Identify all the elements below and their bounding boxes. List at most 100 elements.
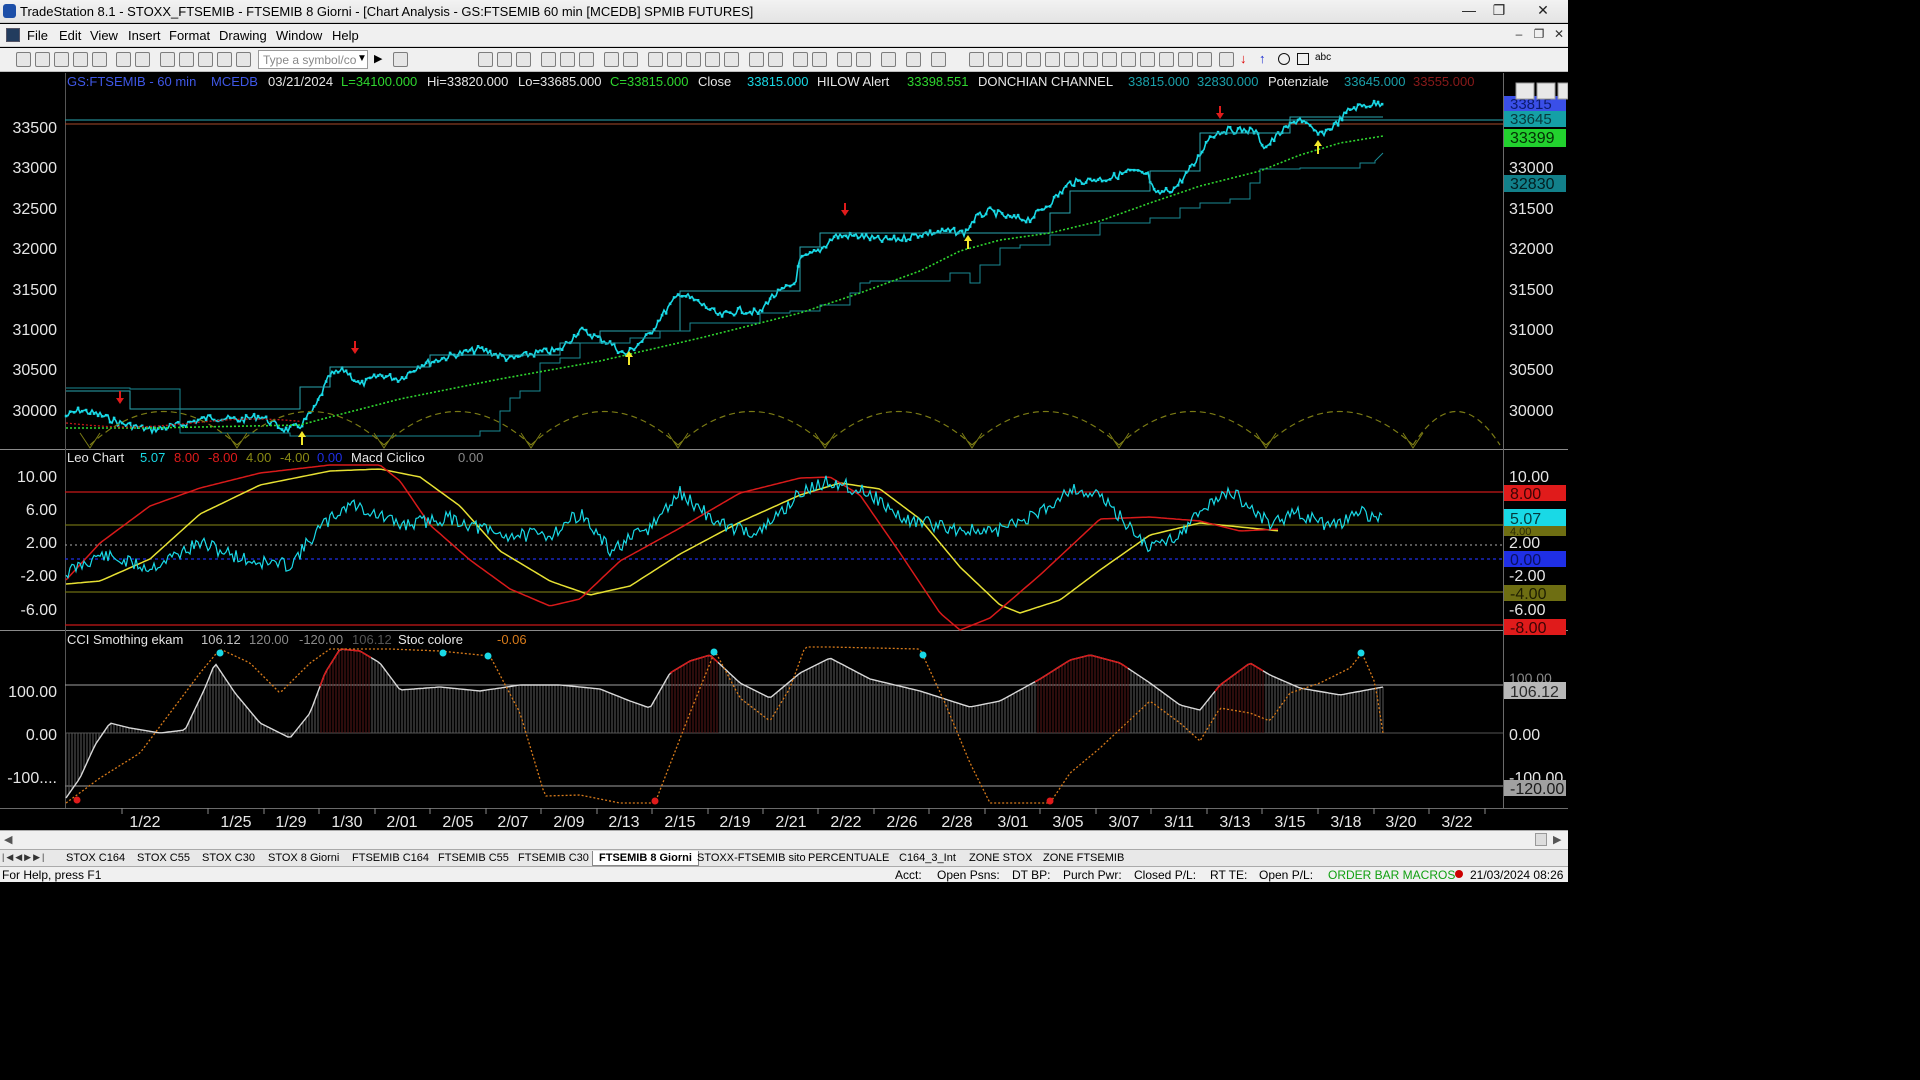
menu-window[interactable]: Window (276, 28, 323, 43)
pointer-icon[interactable] (837, 52, 852, 67)
speed-lines-icon[interactable] (1064, 52, 1079, 67)
tab-workspace[interactable]: STOX 8 Giorni (268, 852, 340, 864)
zoom-in-icon[interactable] (793, 52, 808, 67)
menu-file[interactable]: File (27, 28, 48, 43)
regression-channel-icon[interactable] (1121, 52, 1136, 67)
scroll-right-icon[interactable] (768, 52, 783, 67)
refresh-icon[interactable] (604, 52, 619, 67)
scroll-left-arrow-icon[interactable]: ◀ (4, 834, 13, 846)
print-preview-icon[interactable] (116, 52, 131, 67)
tool-2-icon[interactable] (667, 52, 682, 67)
trendline-icon[interactable] (969, 52, 984, 67)
mdi-restore-button[interactable]: ❐ (1533, 27, 1545, 41)
pencil-icon[interactable] (1197, 52, 1212, 67)
tool-3-icon[interactable] (686, 52, 701, 67)
symbol-dropdown-icon[interactable]: ▼ (357, 53, 367, 64)
vertical-lines-icon[interactable] (988, 52, 1003, 67)
go-arrow-icon[interactable]: ▶ (374, 53, 383, 65)
tab-workspace[interactable]: PERCENTUALE (808, 852, 890, 864)
export-icon[interactable] (906, 52, 921, 67)
tab-workspace[interactable]: STOX C164 (66, 852, 126, 864)
chart-svg[interactable]: GS:FTSEMIB - 60 min MCEDB 03/21/2024 L=3… (0, 73, 1569, 831)
horizontal-scrollbar[interactable]: ◀ ▶ (0, 830, 1568, 849)
pane-minimize-icon[interactable] (1515, 82, 1535, 100)
tab-workspace[interactable]: C164_3_Int (899, 852, 956, 864)
candle-chart-icon[interactable] (579, 52, 594, 67)
radar-icon[interactable] (179, 52, 194, 67)
ellipse-icon[interactable] (1278, 53, 1290, 65)
tab-workspace[interactable]: FTSEMIB C164 (352, 852, 430, 864)
sell-arrow-icon[interactable]: ↓ (1240, 51, 1247, 66)
tab-workspace[interactable]: ZONE STOX (969, 852, 1033, 864)
mdi-minimize-button[interactable]: – (1515, 27, 1523, 41)
symbol-input[interactable]: Type a symbol/co (258, 50, 368, 69)
tab-workspace[interactable]: STOXX-FTSEMIB sito (697, 852, 806, 864)
bar-chart-icon[interactable] (541, 52, 556, 67)
close-price-point (240, 416, 244, 420)
tab-workspace[interactable]: FTSEMIB 8 Giorni (592, 851, 699, 866)
pane-restore-icon[interactable] (1536, 82, 1556, 100)
open-workspace-icon[interactable] (54, 52, 69, 67)
tab-nav-arrows-icon[interactable]: |◀◀▶▶| (2, 852, 47, 862)
print-icon[interactable] (135, 52, 150, 67)
time-zones-icon[interactable] (1102, 52, 1117, 67)
lock-icon[interactable] (198, 52, 213, 67)
curve-icon[interactable] (1219, 52, 1234, 67)
link-icon[interactable] (623, 52, 638, 67)
tab-workspace[interactable]: FTSEMIB C55 (438, 852, 509, 864)
disabled-tool-icon[interactable] (931, 52, 946, 67)
pane-close-icon[interactable] (1557, 82, 1569, 100)
network-icon[interactable] (236, 52, 251, 67)
tool-4-icon[interactable] (705, 52, 720, 67)
horizontal-line-icon[interactable] (1007, 52, 1022, 67)
chart-icon[interactable] (160, 52, 175, 67)
save-icon[interactable] (92, 52, 107, 67)
scroll-right-arrow-icon[interactable]: ▶ (1553, 834, 1562, 846)
tab-workspace[interactable]: ZONE FTSEMIB (1043, 852, 1125, 864)
new-icon[interactable] (16, 52, 31, 67)
buy-arrow-icon[interactable]: ↑ (1259, 51, 1266, 66)
rectangle-icon[interactable] (1297, 53, 1309, 65)
line-chart-icon[interactable] (560, 52, 575, 67)
menu-drawing[interactable]: Drawing (219, 28, 267, 43)
tools-icon[interactable] (881, 52, 896, 67)
arc-icon[interactable] (1178, 52, 1193, 67)
text-tool-icon[interactable]: abc (1315, 52, 1332, 63)
tab-workspace[interactable]: FTSEMIB C30 (518, 852, 589, 864)
mdi-close-button[interactable]: ✕ (1553, 27, 1565, 41)
format-analysis-icon[interactable] (497, 52, 512, 67)
symbol-lookup-icon[interactable] (393, 52, 408, 67)
zoom-out-icon[interactable] (812, 52, 827, 67)
status-macros[interactable]: ORDER BAR MACROS (1328, 868, 1456, 882)
menu-edit[interactable]: Edit (59, 28, 82, 43)
andrews-pitchfork-icon[interactable] (1083, 52, 1098, 67)
menu-format[interactable]: Format (169, 28, 211, 43)
arrow-horizontal-icon[interactable] (1140, 52, 1155, 67)
insert-analysis-icon[interactable] (478, 52, 493, 67)
close-button[interactable]: ✕ (1537, 2, 1549, 18)
tab-workspace[interactable]: STOX C30 (202, 852, 255, 864)
minimize-button[interactable]: — (1462, 2, 1476, 18)
menu-help[interactable]: Help (332, 28, 359, 43)
chart-analysis-window[interactable]: GS:FTSEMIB - 60 min MCEDB 03/21/2024 L=3… (0, 73, 1569, 831)
data-window-icon[interactable] (516, 52, 531, 67)
tab-workspace[interactable]: STOX C55 (137, 852, 190, 864)
menu-insert[interactable]: Insert (128, 28, 161, 43)
close-price-point (1044, 205, 1048, 209)
fibonacci-icon[interactable] (1026, 52, 1041, 67)
close-price-point (1056, 195, 1060, 198)
scroll-left-icon[interactable] (749, 52, 764, 67)
tool-5-icon[interactable] (724, 52, 739, 67)
new-workspace-icon[interactable] (73, 52, 88, 67)
gann-fan-icon[interactable] (1045, 52, 1060, 67)
menu-view[interactable]: View (90, 28, 118, 43)
parallel-lines-icon[interactable] (1159, 52, 1174, 67)
scroll-thumb[interactable] (1535, 833, 1547, 846)
open-icon[interactable] (35, 52, 50, 67)
chart-window-icon[interactable] (6, 28, 20, 42)
order-bar-icon[interactable] (856, 52, 871, 67)
tool-1-icon[interactable] (648, 52, 663, 67)
strategy-icon[interactable] (217, 52, 232, 67)
maximize-button[interactable]: ❐ (1492, 2, 1506, 18)
close-price-point (484, 347, 488, 351)
